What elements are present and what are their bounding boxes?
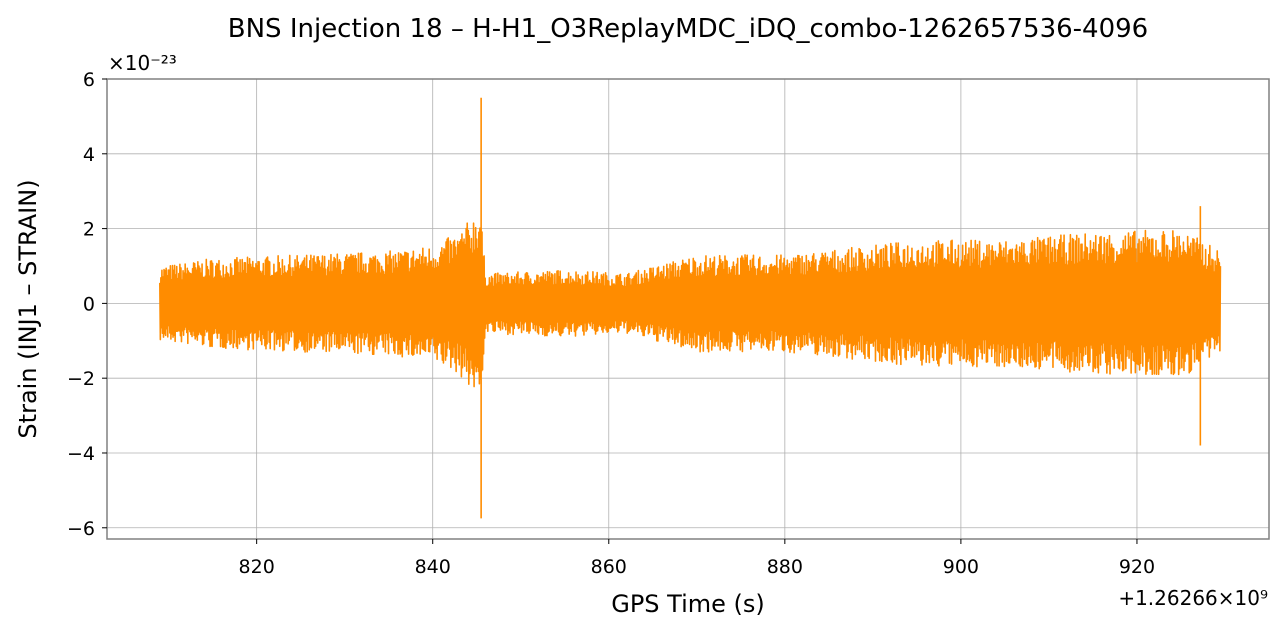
y-tick-label: 0 [83,293,95,315]
x-tick-label: 860 [591,556,627,578]
x-axis-label: GPS Time (s) [611,590,765,618]
series-line [159,97,1222,519]
ticks: 820 840 860 880 900 920 −6 −4 −2 0 2 4 6 [67,69,1155,578]
plot-area [159,97,1222,519]
x-tick-label: 840 [415,556,451,578]
y-scale-label: ×10⁻²³ [108,51,177,75]
y-axis-label: Strain (INJ1 – STRAIN) [14,179,42,438]
y-tick-label: 4 [83,144,95,166]
chart-title: BNS Injection 18 – H-H1_O3ReplayMDC_iDQ_… [228,14,1148,44]
x-offset-label: +1.26266×10⁹ [1118,586,1268,610]
y-tick-label: −2 [67,368,95,390]
x-tick-label: 880 [767,556,803,578]
y-tick-label: −6 [67,518,95,540]
x-tick-label: 900 [943,556,979,578]
y-tick-label: 6 [83,69,95,91]
x-tick-label: 920 [1119,556,1155,578]
y-tick-label: 2 [83,219,95,241]
x-tick-label: 820 [239,556,275,578]
y-tick-label: −4 [67,443,95,465]
axes-frame [106,78,1270,540]
